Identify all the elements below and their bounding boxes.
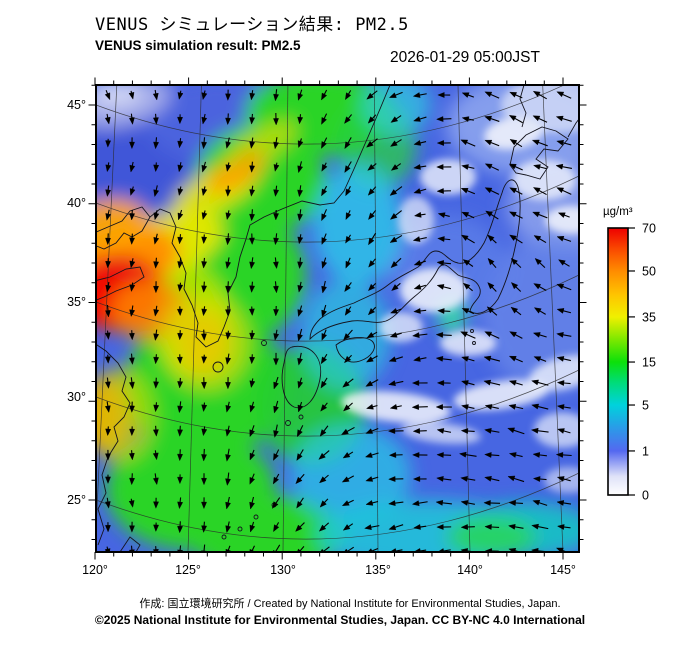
colorbar-gradient (608, 228, 628, 495)
colorbar-ticks (628, 227, 635, 496)
credit-line: 作成: 国立環境研究所 / Created by National Instit… (139, 598, 561, 610)
map-border (95, 84, 580, 553)
svg-text:45°: 45° (67, 98, 86, 112)
license-line: ©2025 National Institute for Environment… (94, 613, 586, 627)
timestamp: 2026-01-29 05:00JST (390, 49, 540, 66)
svg-text:130°: 130° (270, 563, 296, 577)
page-title-japanese: VENUS シミュレーション結果: PM2.5 (95, 15, 409, 35)
svg-text:70: 70 (642, 222, 656, 236)
svg-text:40°: 40° (67, 196, 86, 210)
svg-text:30°: 30° (67, 390, 86, 404)
svg-text:125°: 125° (175, 563, 201, 577)
graticule-layer (96, 85, 579, 552)
svg-text:35°: 35° (67, 295, 86, 309)
page-title-english: VENUS simulation result: PM2.5 (95, 38, 301, 53)
svg-text:135°: 135° (365, 563, 391, 577)
svg-text:1: 1 (642, 444, 649, 458)
axis-tick-layer (88, 77, 587, 560)
svg-text:120°: 120° (82, 563, 108, 577)
map-inner (96, 85, 579, 552)
svg-text:145°: 145° (550, 563, 576, 577)
wind-arrow-layer (104, 89, 573, 552)
colorbar: 70 50 35 15 5 1 0 µg/m³ (603, 206, 656, 503)
svg-text:5: 5 (642, 399, 649, 413)
svg-text:25°: 25° (67, 493, 86, 507)
coastline-layer (96, 85, 579, 552)
svg-text:50: 50 (642, 264, 656, 278)
svg-text:140°: 140° (457, 563, 483, 577)
svg-text:0: 0 (642, 489, 649, 503)
map-canvas: 120° 125° 130° 135° 140° 145° 45° 40° 35° 30° 25° (67, 77, 587, 577)
svg-text:15: 15 (642, 356, 656, 370)
colorbar-tick-labels: 70 50 35 15 5 1 0 (642, 222, 656, 503)
svg-text:35: 35 (642, 310, 656, 324)
axis-labels: 120° 125° 130° 135° 140° 145° 45° 40° 35° 30° 25° (67, 98, 576, 577)
colorbar-title: µg/m³ (603, 206, 633, 218)
